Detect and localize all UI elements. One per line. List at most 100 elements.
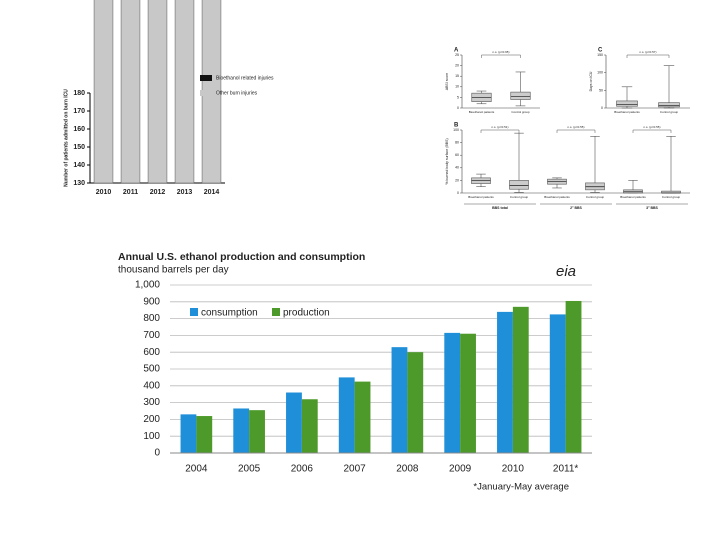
annotation: n.s. (p=0.95) xyxy=(493,50,510,54)
bar xyxy=(233,408,250,453)
group-label: BBS total xyxy=(492,206,508,210)
y-tick-label: 140 xyxy=(73,162,85,169)
y-tick-label: 60 xyxy=(455,153,459,157)
x-tick-label: 2004 xyxy=(185,464,208,475)
x-tick-label: 2012 xyxy=(150,189,166,196)
legend-label: Other burn injuries xyxy=(216,90,258,96)
x-tick-label: 2010 xyxy=(96,189,112,196)
y-tick-label: 50 xyxy=(599,88,603,92)
x-tick-label: 2010 xyxy=(502,464,525,475)
box xyxy=(616,100,638,107)
y-tick-label: 20 xyxy=(455,178,459,182)
annotation: n.s. (p=0.57) xyxy=(640,50,657,54)
bar xyxy=(249,410,265,453)
annotation: n.s. (p=0.51) xyxy=(492,125,509,129)
y-tick-label: 15 xyxy=(455,74,459,78)
y-tick-label: 100 xyxy=(143,431,160,442)
group-label: 2° BBS xyxy=(570,206,582,210)
legend-swatch xyxy=(190,308,198,316)
x-tick-label: Bioethanol patients xyxy=(469,110,495,114)
annotation: n.s. (p=0.55) xyxy=(644,125,661,129)
bar xyxy=(286,392,302,453)
y-tick-label: 800 xyxy=(143,313,160,324)
bar xyxy=(565,300,582,453)
y-tick-label: 130 xyxy=(73,180,85,187)
bar-segment xyxy=(93,0,114,184)
bar-segment xyxy=(147,0,168,184)
y-tick-label: 160 xyxy=(73,126,85,133)
y-tick-label: 80 xyxy=(455,141,459,145)
bar xyxy=(497,311,513,453)
panel-label: B xyxy=(454,123,459,129)
x-tick-label: Control group xyxy=(511,110,530,114)
chart-subtitle: thousand barrels per day xyxy=(118,265,229,276)
y-tick-label: 0 xyxy=(457,106,459,110)
chart-title: Annual U.S. ethanol production and consu… xyxy=(118,251,365,263)
y-tick-label: 20 xyxy=(455,64,459,68)
y-tick-label: 0 xyxy=(154,448,160,459)
y-tick-label: 600 xyxy=(143,347,160,358)
note: *January-May average xyxy=(473,482,569,493)
y-tick-label: 1,000 xyxy=(135,280,160,291)
box xyxy=(658,102,680,108)
y-tick-label: 150 xyxy=(73,144,85,151)
bar xyxy=(444,332,461,453)
significance-bracket xyxy=(556,129,596,133)
x-tick-label: Bioethanol patients xyxy=(620,195,646,199)
bar xyxy=(180,414,197,453)
y-axis-label: % burned body surface (BBS) xyxy=(445,138,449,184)
panel-label: A xyxy=(454,48,459,54)
x-tick-label: 2008 xyxy=(396,464,419,475)
significance-bracket xyxy=(632,129,672,133)
y-axis-label: Number of patients admitted on burn ICU xyxy=(63,89,69,187)
significance-bracket xyxy=(481,54,521,58)
x-tick-label: Control group xyxy=(510,195,529,199)
y-tick-label: 700 xyxy=(143,330,160,341)
y-tick-label: 200 xyxy=(143,414,160,425)
box xyxy=(509,180,529,190)
y-tick-label: 900 xyxy=(143,296,160,307)
y-tick-label: 10 xyxy=(455,85,459,89)
legend-swatch xyxy=(272,308,280,316)
annotation: n.s. (p=0.55) xyxy=(568,125,585,129)
legend-label: Bioethanol related injuries xyxy=(216,75,274,81)
y-tick-label: 150 xyxy=(597,53,603,57)
y-tick-label: 0 xyxy=(601,106,603,110)
y-tick-label: 170 xyxy=(73,108,85,115)
legend-label: production xyxy=(283,308,330,319)
y-axis-label: ABSI score xyxy=(445,73,449,91)
y-tick-label: 100 xyxy=(597,71,603,75)
bar xyxy=(354,381,371,453)
y-tick-label: 300 xyxy=(143,397,160,408)
legend-label: consumption xyxy=(201,308,258,319)
x-tick-label: 2014 xyxy=(204,189,220,196)
logo: eia xyxy=(556,263,576,280)
x-tick-label: Bioethanol patients xyxy=(468,195,494,199)
box xyxy=(510,91,531,100)
x-tick-label: 2006 xyxy=(291,464,314,475)
legend-swatch xyxy=(200,75,212,81)
y-tick-label: 400 xyxy=(143,380,160,391)
x-tick-label: Control group xyxy=(660,110,679,114)
y-tick-label: 0 xyxy=(457,191,459,195)
y-tick-label: 500 xyxy=(143,364,160,375)
group-label: 3° BBS xyxy=(646,206,658,210)
y-axis-label: Days on ICU xyxy=(589,71,593,91)
x-tick-label: Control group xyxy=(662,195,681,199)
y-tick-label: 180 xyxy=(73,90,85,97)
panel-label: C xyxy=(598,48,603,54)
x-tick-label: 2011 xyxy=(123,189,138,196)
x-tick-label: 2009 xyxy=(449,464,472,475)
x-tick-label: Bioethanol patients xyxy=(614,110,640,114)
significance-bracket xyxy=(626,54,670,58)
bar-segment xyxy=(174,0,195,184)
y-tick-label: 25 xyxy=(455,53,459,57)
bar xyxy=(301,399,318,453)
bar xyxy=(512,306,529,453)
bar xyxy=(391,347,408,453)
bar xyxy=(338,377,355,453)
y-tick-label: 5 xyxy=(457,95,459,99)
legend-swatch xyxy=(200,90,212,96)
bar xyxy=(196,416,213,453)
